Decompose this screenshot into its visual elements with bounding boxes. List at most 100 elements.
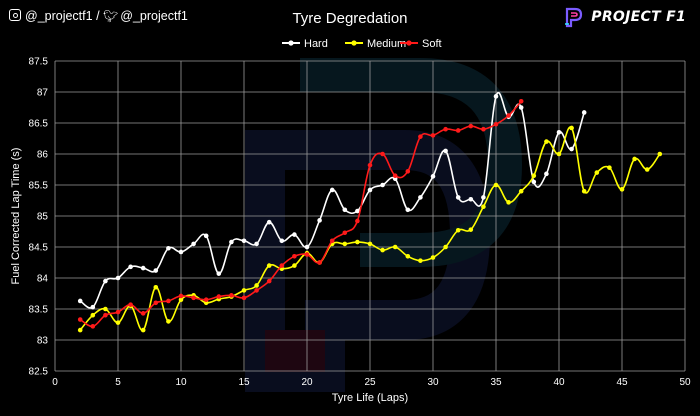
- data-point-medium: [103, 306, 108, 312]
- data-point-soft: [140, 311, 146, 316]
- data-point-medium: [430, 255, 436, 260]
- legend-marker-soft: [406, 40, 412, 46]
- data-point-soft: [166, 298, 171, 304]
- x-tick-labels: 0 5 10 15 20 25 30 35 40 45 50: [52, 377, 691, 388]
- data-point-soft: [342, 230, 348, 236]
- data-point-soft: [216, 294, 222, 299]
- data-point-hard: [77, 298, 83, 304]
- data-point-hard: [191, 241, 196, 247]
- data-point-soft: [481, 126, 486, 132]
- y-axis-label: Fuel Corrected Lap Time (s): [10, 148, 22, 285]
- data-point-medium: [644, 167, 650, 172]
- y-tick-label: 83: [37, 336, 49, 347]
- chart-title: Tyre Degredation: [292, 10, 407, 27]
- data-point-medium: [342, 241, 348, 247]
- data-point-medium: [115, 320, 121, 325]
- gridlines: [54, 60, 686, 372]
- data-point-hard: [367, 187, 373, 193]
- data-point-medium: [493, 182, 499, 188]
- social-separator: /: [96, 9, 100, 23]
- series-hard: [77, 92, 587, 310]
- x-tick-label: 30: [427, 377, 439, 388]
- data-point-soft: [153, 300, 159, 306]
- data-point-hard: [115, 275, 121, 281]
- x-tick-label: 0: [52, 377, 58, 388]
- data-point-hard: [380, 182, 385, 188]
- data-point-medium: [140, 327, 146, 333]
- data-point-hard: [581, 110, 587, 115]
- data-point-soft: [229, 293, 234, 298]
- data-point-hard: [443, 148, 448, 154]
- data-point-medium: [594, 170, 600, 175]
- data-point-medium: [153, 285, 159, 290]
- data-point-soft: [468, 123, 474, 129]
- data-point-soft: [292, 253, 297, 259]
- data-point-medium: [531, 173, 537, 178]
- legend-label-medium: Medium: [367, 38, 406, 50]
- chart-legend: Hard Medium Soft: [282, 38, 442, 50]
- data-point-soft: [203, 297, 209, 303]
- data-point-medium: [607, 165, 612, 170]
- data-point-medium: [632, 156, 637, 162]
- data-point-hard: [405, 207, 411, 213]
- data-point-medium: [392, 244, 398, 250]
- data-point-hard: [90, 304, 96, 310]
- data-point-medium: [355, 239, 360, 245]
- data-point-soft: [90, 324, 96, 329]
- data-point-hard: [556, 130, 562, 135]
- watermark-p-stem: [265, 330, 325, 372]
- data-point-soft: [405, 169, 411, 174]
- data-point-hard: [304, 244, 310, 250]
- data-point-soft: [254, 288, 259, 293]
- data-point-medium: [619, 187, 625, 192]
- data-point-medium: [468, 227, 474, 232]
- data-point-hard: [229, 239, 234, 245]
- x-tick-label: 10: [175, 377, 187, 388]
- legend-label-hard: Hard: [304, 38, 328, 50]
- y-tick-label: 84: [37, 274, 49, 285]
- data-point-hard: [140, 265, 146, 271]
- y-tick-label: 83.5: [29, 305, 49, 316]
- data-point-hard: [518, 105, 524, 110]
- data-point-medium: [90, 312, 96, 318]
- data-point-hard: [355, 208, 360, 214]
- y-tick-label: 85.5: [29, 181, 49, 192]
- data-point-medium: [367, 241, 373, 247]
- data-point-medium: [254, 283, 259, 288]
- x-tick-label: 20: [301, 377, 313, 388]
- data-point-hard: [166, 245, 171, 251]
- data-point-soft: [355, 218, 360, 224]
- data-point-hard: [569, 146, 574, 152]
- data-point-soft: [115, 309, 121, 315]
- data-point-hard: [103, 278, 108, 284]
- social-handles: @_projectf1 / 🐦︎ @_projectf1: [9, 9, 188, 23]
- twitter-handle: @_projectf1: [120, 9, 188, 23]
- data-point-medium: [405, 253, 411, 259]
- data-point-hard: [203, 233, 209, 239]
- data-point-soft: [418, 134, 423, 139]
- data-point-hard: [279, 238, 285, 244]
- data-point-soft: [178, 293, 184, 299]
- data-point-medium: [544, 139, 549, 144]
- data-point-soft: [241, 295, 247, 301]
- x-tick-label: 5: [115, 377, 121, 388]
- data-point-soft: [430, 133, 436, 138]
- data-point-soft: [392, 173, 398, 178]
- data-point-medium: [178, 297, 184, 303]
- data-point-medium: [77, 327, 83, 333]
- data-point-soft: [443, 126, 448, 132]
- data-point-medium: [506, 200, 511, 205]
- data-point-hard: [254, 241, 259, 247]
- y-tick-label: 86: [37, 150, 49, 161]
- y-tick-label: 85: [37, 212, 49, 223]
- data-point-hard: [430, 174, 436, 179]
- data-point-hard: [544, 171, 549, 177]
- legend-marker-hard: [288, 40, 294, 46]
- legend-marker-medium: [351, 40, 357, 46]
- watermark-p-top: [300, 58, 523, 267]
- data-point-soft: [455, 128, 461, 133]
- data-point-medium: [166, 319, 171, 324]
- x-tick-label: 25: [364, 377, 376, 388]
